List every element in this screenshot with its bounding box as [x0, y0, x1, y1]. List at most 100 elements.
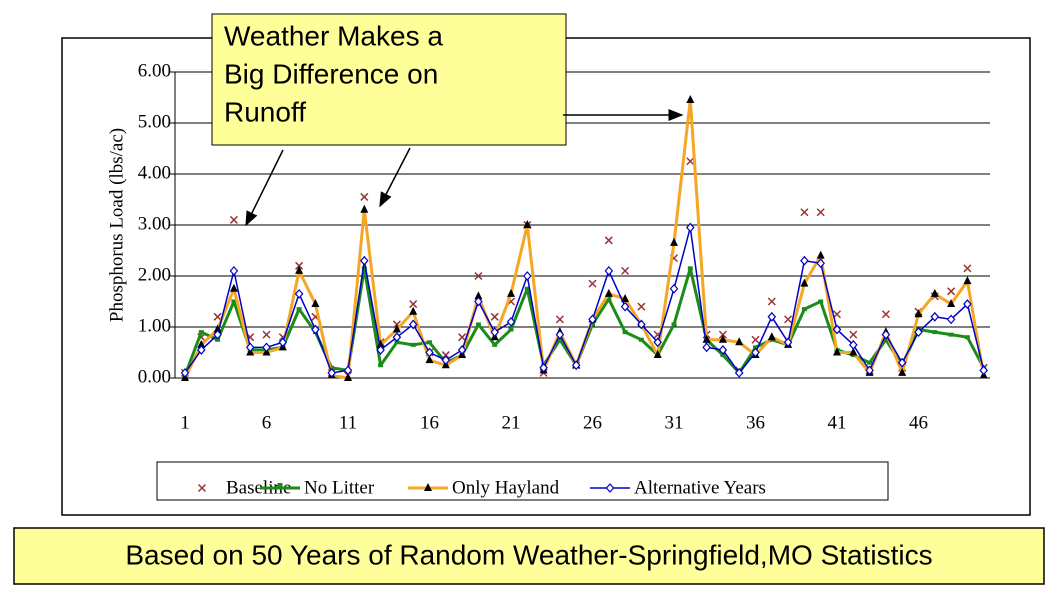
- point-marker: [424, 483, 432, 491]
- point-marker: [231, 299, 237, 304]
- y-tick-label: 4.00: [138, 162, 171, 183]
- point-marker: [784, 315, 793, 324]
- point-marker: [753, 345, 758, 350]
- footnote-box: [13, 527, 1045, 585]
- point-marker: [718, 330, 727, 339]
- point-marker: [604, 265, 614, 276]
- callout-box: [211, 13, 567, 146]
- point-marker: [213, 329, 222, 340]
- point-marker: [539, 362, 548, 373]
- x-tick-label: 6: [262, 412, 272, 433]
- point-marker: [295, 265, 304, 274]
- point-marker: [278, 337, 288, 348]
- callout-text: Weather Makes a: [224, 20, 443, 51]
- point-marker: [963, 264, 972, 273]
- point-marker: [571, 360, 581, 371]
- point-marker: [637, 302, 646, 311]
- point-marker: [637, 319, 646, 330]
- point-marker: [816, 258, 825, 269]
- y-tick-label: 6.00: [138, 60, 171, 81]
- point-marker: [914, 309, 923, 318]
- point-marker: [327, 367, 336, 378]
- point-marker: [557, 337, 563, 342]
- point-marker: [277, 483, 283, 487]
- point-marker: [898, 367, 907, 376]
- point-marker: [409, 300, 418, 309]
- point-marker: [832, 324, 842, 335]
- point-marker: [197, 339, 206, 348]
- point-marker: [669, 283, 679, 294]
- point-marker: [198, 330, 204, 335]
- point-marker: [605, 483, 615, 493]
- point-marker: [767, 297, 776, 306]
- y-tick-label: 1.00: [138, 315, 171, 336]
- point-marker: [686, 157, 695, 166]
- point-marker: [767, 332, 776, 341]
- point-marker: [524, 286, 530, 291]
- point-marker: [734, 367, 744, 378]
- point-marker: [245, 342, 255, 353]
- point-marker: [197, 483, 207, 493]
- point-marker: [816, 250, 825, 259]
- point-marker: [392, 332, 402, 343]
- point-marker: [881, 329, 891, 340]
- point-marker: [832, 310, 842, 319]
- point-marker: [930, 311, 940, 322]
- legend-label: Only Hayland: [452, 477, 560, 498]
- point-marker: [702, 334, 711, 343]
- point-marker: [360, 204, 369, 213]
- point-marker: [296, 307, 302, 312]
- x-tick-label: 41: [828, 412, 847, 433]
- point-marker: [474, 296, 483, 307]
- y-tick-label: 2.00: [138, 264, 171, 285]
- point-marker: [932, 330, 938, 335]
- arrow: [245, 149, 284, 227]
- point-marker: [506, 316, 516, 327]
- point-marker: [849, 339, 858, 350]
- point-marker: [963, 276, 972, 285]
- point-marker: [360, 255, 369, 266]
- point-marker: [947, 299, 956, 308]
- y-axis-label: Phosphorus Load (lbs/ac): [106, 128, 127, 322]
- point-marker: [948, 332, 954, 337]
- point-marker: [816, 208, 825, 217]
- point-marker: [475, 322, 481, 327]
- y-tick-label: 0.00: [138, 366, 171, 387]
- point-marker: [408, 319, 418, 330]
- point-marker: [229, 283, 238, 292]
- point-marker: [653, 350, 662, 359]
- point-marker: [720, 353, 726, 358]
- point-marker: [360, 192, 369, 201]
- point-marker: [392, 324, 401, 333]
- point-marker: [751, 347, 760, 358]
- point-marker: [311, 324, 320, 335]
- point-marker: [800, 208, 809, 217]
- x-tick-label: 11: [339, 412, 357, 433]
- point-marker: [833, 347, 841, 356]
- point-marker: [378, 363, 384, 368]
- point-marker: [409, 306, 418, 315]
- point-marker: [523, 220, 532, 228]
- point-marker: [523, 271, 532, 281]
- point-marker: [800, 278, 809, 287]
- point-marker: [180, 367, 190, 378]
- x-tick-label: 16: [420, 412, 439, 433]
- point-marker: [441, 355, 451, 366]
- point-marker: [867, 360, 873, 365]
- point-marker: [767, 311, 777, 322]
- point-marker: [490, 327, 499, 338]
- point-marker: [329, 365, 335, 370]
- point-marker: [555, 315, 564, 324]
- x-tick-label: 1: [180, 412, 190, 433]
- point-marker: [735, 337, 744, 346]
- point-marker: [343, 365, 353, 376]
- point-marker: [638, 337, 644, 342]
- point-marker: [427, 340, 432, 345]
- point-marker: [606, 296, 612, 301]
- point-marker: [849, 347, 858, 356]
- point-marker: [344, 373, 352, 381]
- point-marker: [718, 345, 728, 355]
- point-marker: [376, 345, 385, 355]
- footnote: Based on 50 Years of Random Weather-Spri…: [125, 539, 932, 570]
